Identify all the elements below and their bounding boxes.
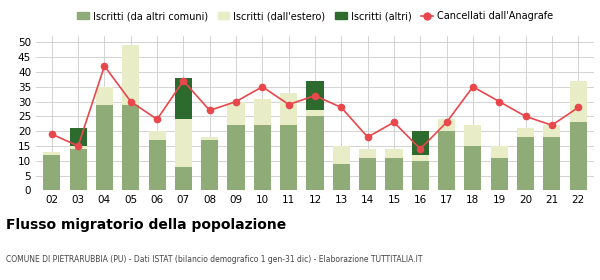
Bar <box>359 158 376 190</box>
Bar <box>412 131 429 155</box>
Bar <box>280 125 297 190</box>
Bar <box>175 119 192 167</box>
Bar <box>491 158 508 190</box>
Bar <box>96 87 113 104</box>
Bar <box>412 155 429 161</box>
Bar <box>43 152 61 155</box>
Bar <box>569 81 587 122</box>
Bar <box>569 122 587 190</box>
Bar <box>464 125 481 146</box>
Bar <box>307 81 323 110</box>
Bar <box>464 146 481 190</box>
Bar <box>175 167 192 190</box>
Bar <box>122 104 139 190</box>
Bar <box>307 116 323 190</box>
Bar <box>149 131 166 140</box>
Bar <box>438 119 455 131</box>
Bar <box>333 164 350 190</box>
Bar <box>280 93 297 125</box>
Text: COMUNE DI PIETRARUBBIA (PU) - Dati ISTAT (bilancio demografico 1 gen-31 dic) - E: COMUNE DI PIETRARUBBIA (PU) - Dati ISTAT… <box>6 255 422 264</box>
Bar <box>438 131 455 190</box>
Bar <box>385 149 403 158</box>
Bar <box>227 102 245 125</box>
Bar <box>201 137 218 140</box>
Bar <box>70 146 86 149</box>
Bar <box>149 140 166 190</box>
Bar <box>491 146 508 158</box>
Bar <box>307 110 323 116</box>
Bar <box>96 104 113 190</box>
Bar <box>385 158 403 190</box>
Legend: Iscritti (da altri comuni), Iscritti (dall'estero), Iscritti (altri), Cancellati: Iscritti (da altri comuni), Iscritti (da… <box>73 7 557 25</box>
Bar <box>254 99 271 125</box>
Bar <box>201 140 218 190</box>
Bar <box>544 137 560 190</box>
Bar <box>333 146 350 164</box>
Bar <box>122 45 139 104</box>
Bar <box>517 128 534 137</box>
Bar <box>70 128 86 146</box>
Bar <box>175 78 192 119</box>
Bar <box>359 149 376 158</box>
Bar <box>544 125 560 137</box>
Bar <box>70 149 86 190</box>
Bar <box>254 125 271 190</box>
Bar <box>517 137 534 190</box>
Bar <box>43 155 61 190</box>
Text: Flusso migratorio della popolazione: Flusso migratorio della popolazione <box>6 218 286 232</box>
Bar <box>412 161 429 190</box>
Bar <box>227 125 245 190</box>
